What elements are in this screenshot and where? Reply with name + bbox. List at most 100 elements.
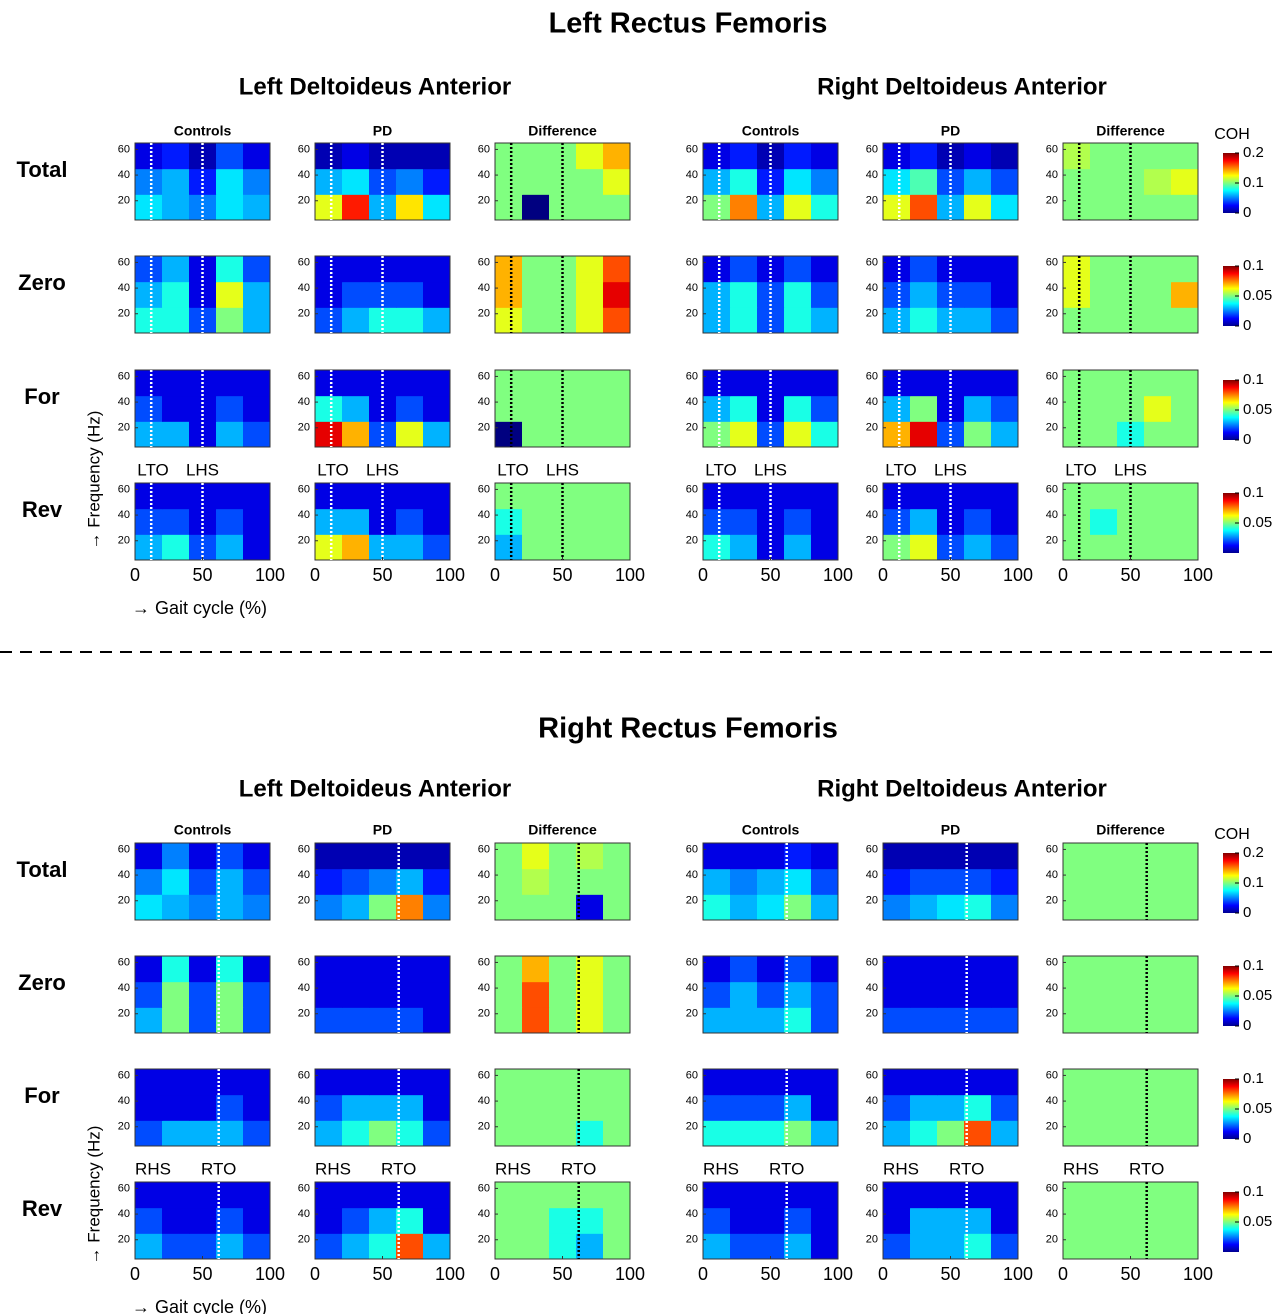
colorbar-tick-label: 0.05 [1243,987,1272,1004]
y-tick-label: 20 [118,535,130,547]
heatmap-cell [495,483,523,509]
heatmap-cell [991,256,1019,282]
heatmap-cell [576,169,604,195]
heatmap-cell [1171,282,1199,308]
heatmap-cell [1063,1120,1091,1146]
colorbar-tick-label: 0 [1243,317,1251,334]
y-tick-label: 20 [1046,895,1058,907]
heatmap-cell [937,1069,965,1095]
heatmap-cell [342,1069,370,1095]
heatmap-cell [1063,1208,1091,1234]
y-tick-label: 40 [1046,1095,1058,1107]
heatmap-cell [162,1182,190,1208]
heatmap-cell [1090,194,1118,220]
column-title: Controls [174,123,232,139]
heatmap-cell [396,1233,424,1259]
heatmap-cell [315,1120,343,1146]
x-tick-label: 50 [552,565,572,585]
colorbar-tick-label: 0.1 [1243,371,1264,388]
heatmap-cell [135,194,163,220]
y-tick-label: 40 [478,509,490,521]
heatmap-cell [937,1208,965,1234]
heatmap-cell [396,1208,424,1234]
heatmap-cell [189,843,217,869]
heatmap-cell [315,194,343,220]
colorbar-label: COH [1214,826,1250,843]
heatmap-cell [910,483,938,509]
heatmap-cell [162,143,190,169]
heatmap-cell [964,1120,992,1146]
heatmap-cell [937,894,965,920]
heatmap-cell [243,843,271,869]
heatmap-cell [910,1233,938,1259]
y-tick-label: 40 [298,509,310,521]
heatmap-cell [522,1120,550,1146]
heatmap-cell [1090,956,1118,982]
y-tick-label: 20 [478,1234,490,1246]
heatmap-cell [1063,1095,1091,1121]
heatmap-cell [1171,894,1199,920]
y-tick-label: 20 [866,195,878,207]
heatmap-cell [910,194,938,220]
heatmap-cell [784,483,812,509]
heatmap-cell [730,307,758,333]
x-tick-label: 100 [1003,1264,1033,1284]
heatmap-cell [703,1208,731,1234]
event-label: LHS [546,460,579,479]
y-tick-label: 60 [686,483,698,495]
column-title: Difference [1096,822,1165,838]
heatmap-cell [937,1233,965,1259]
heatmap-cell [522,169,550,195]
heatmap-cell [811,421,839,447]
y-tick-label: 40 [478,169,490,181]
heatmap-cell [964,370,992,396]
heatmap-cell [991,143,1019,169]
heatmap-cell [315,1233,343,1259]
heatmap-cell [703,421,731,447]
heatmap-cell [991,843,1019,869]
heatmap-cell [216,1182,244,1208]
heatmap-cell [342,956,370,982]
heatmap-cell [784,1233,812,1259]
heatmap-cell [423,509,451,535]
heatmap-cell [964,509,992,535]
event-label: RTO [381,1159,416,1178]
heatmap-cell [811,282,839,308]
colorbar-tick-label: 0.05 [1243,1213,1272,1230]
heatmap-cell [603,534,631,560]
heatmap-cell [811,982,839,1008]
y-tick-label: 60 [298,370,310,382]
heatmap-cell [883,843,911,869]
heatmap-cell [1090,307,1118,333]
colorbar-label: COH [1214,126,1250,143]
heatmap-cell [1090,1069,1118,1095]
y-tick-label: 60 [118,370,130,382]
heatmap-cell [1090,982,1118,1008]
y-tick-label: 60 [866,1182,878,1194]
heatmap-cell [811,483,839,509]
heatmap-cell [757,1233,785,1259]
heatmap-cell [243,1182,271,1208]
y-tick-label: 20 [1046,308,1058,320]
heatmap-cell [937,1182,965,1208]
heatmap-cell [811,843,839,869]
heatmap-cell [315,956,343,982]
y-tick-label: 20 [866,308,878,320]
heatmap-cell [1063,307,1091,333]
heatmap-cell [1144,894,1172,920]
heatmap-cell [1117,1182,1145,1208]
x-tick-label: 0 [490,1264,500,1284]
heatmap-cell [811,169,839,195]
heatmap-cell [784,894,812,920]
x-tick-label: 100 [615,565,645,585]
heatmap-cell [991,509,1019,535]
colorbar-tick-label: 0.05 [1243,1100,1272,1117]
heatmap-cell [883,370,911,396]
heatmap-cell [1090,1233,1118,1259]
y-tick-label: 20 [298,422,310,434]
y-tick-label: 40 [866,869,878,881]
section-title: Right Rectus Femoris [538,713,838,745]
colorbar-tick-label: 0.05 [1243,287,1272,304]
heatmap-cell [811,256,839,282]
heatmap-cell [423,1182,451,1208]
